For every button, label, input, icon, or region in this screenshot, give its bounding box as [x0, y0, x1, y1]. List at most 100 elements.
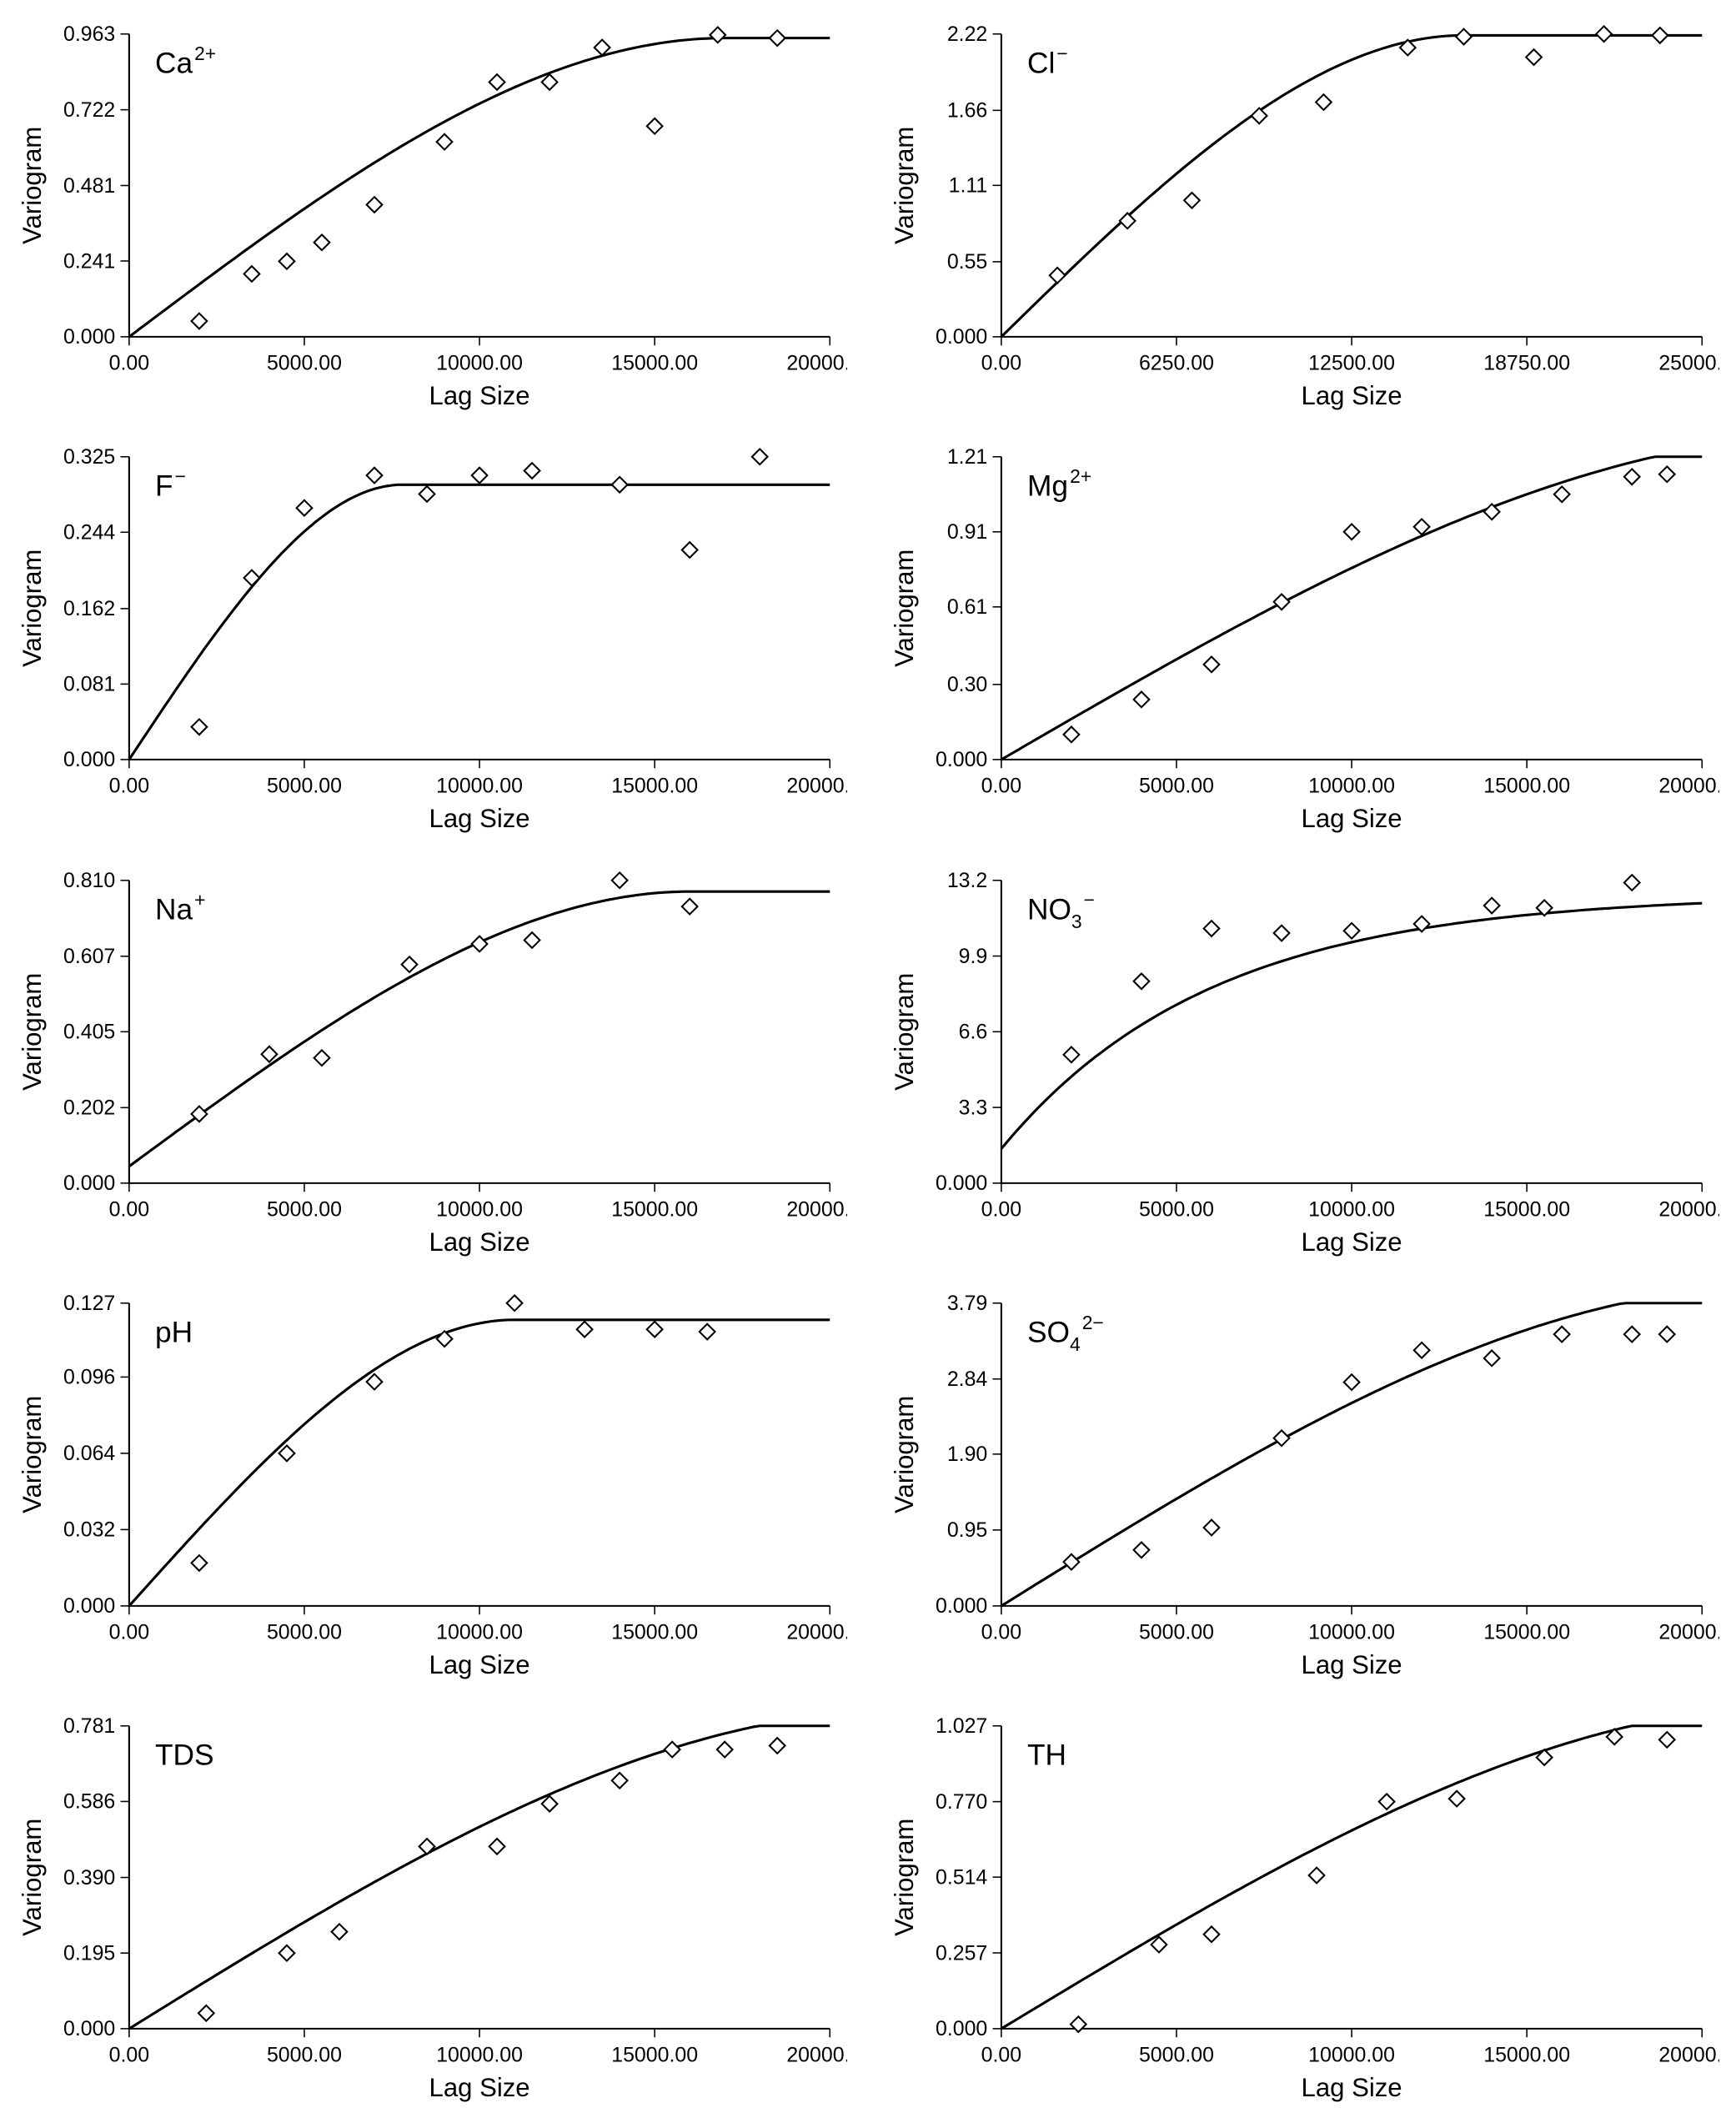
- panel-label: Ca2+: [155, 43, 216, 80]
- data-point: [419, 486, 435, 502]
- x-tick-label: 20000.00: [786, 2043, 847, 2066]
- data-point: [612, 872, 628, 888]
- data-point: [198, 2005, 214, 2021]
- fit-curve: [1001, 1303, 1702, 1606]
- x-tick-label: 0.00: [981, 1197, 1021, 1221]
- x-tick-label: 5000.00: [267, 775, 342, 798]
- x-tick-label: 10000.00: [436, 775, 523, 798]
- y-tick-label: 2.22: [947, 23, 987, 46]
- axes: [1001, 1726, 1702, 2029]
- data-point: [489, 1839, 505, 1854]
- data-point: [542, 74, 558, 90]
- x-axis-title: Lag Size: [1302, 381, 1402, 410]
- axes: [129, 1726, 830, 2029]
- y-tick-label: 0.000: [936, 748, 987, 771]
- x-axis-title: Lag Size: [429, 2073, 530, 2102]
- x-tick-label: 15000.00: [1483, 2043, 1570, 2066]
- y-tick-label: 1.21: [947, 445, 987, 469]
- data-point: [472, 936, 488, 951]
- data-point: [1554, 487, 1570, 503]
- x-tick-label: 15000.00: [611, 775, 698, 798]
- y-axis-title: Variogram: [890, 127, 919, 244]
- data-point: [710, 28, 725, 43]
- y-axis-title: Variogram: [18, 127, 47, 244]
- data-point: [1064, 1046, 1080, 1062]
- x-tick-label: 15000.00: [611, 1197, 698, 1221]
- panel-wrap-tds: 0.005000.0010000.0015000.0020000.000.000…: [17, 1709, 847, 2106]
- y-tick-label: 0.722: [63, 98, 115, 122]
- y-tick-label: 0.244: [63, 521, 115, 545]
- data-point: [1344, 922, 1360, 938]
- data-point: [752, 449, 768, 465]
- x-tick-label: 5000.00: [1139, 1197, 1214, 1221]
- y-tick-label: 3.79: [947, 1292, 987, 1315]
- data-point: [1449, 1791, 1465, 1807]
- data-point: [1274, 595, 1290, 610]
- data-point: [1484, 897, 1500, 913]
- data-point: [1204, 1926, 1220, 1942]
- data-point: [1624, 875, 1640, 891]
- x-axis-title: Lag Size: [429, 1650, 530, 1679]
- y-tick-label: 3.3: [959, 1096, 988, 1119]
- data-point: [1554, 1327, 1570, 1343]
- panel-wrap-th: 0.005000.0010000.0015000.0020000.000.000…: [889, 1709, 1719, 2106]
- panel-label: TDS: [155, 1739, 214, 1771]
- x-axis-title: Lag Size: [1302, 1227, 1402, 1256]
- data-point: [647, 1322, 663, 1338]
- axes: [129, 880, 830, 1182]
- x-tick-label: 15000.00: [611, 1620, 698, 1644]
- variogram-panel-tds: 0.005000.0010000.0015000.0020000.000.000…: [17, 1709, 847, 2106]
- variogram-panel-f: 0.005000.0010000.0015000.0020000.000.000…: [17, 439, 847, 837]
- panel-wrap-cl: 0.006250.0012500.0018750.0025000.000.000…: [889, 17, 1719, 414]
- y-tick-label: 0.000: [63, 2017, 115, 2040]
- y-tick-label: 0.195: [63, 1942, 115, 1965]
- x-tick-label: 15000.00: [611, 351, 698, 374]
- y-axis-title: Variogram: [890, 1819, 919, 1936]
- x-tick-label: 15000.00: [1483, 1197, 1570, 1221]
- data-point: [279, 1445, 295, 1461]
- y-axis-title: Variogram: [890, 1395, 919, 1513]
- data-point: [367, 468, 383, 484]
- variogram-panel-mg: 0.005000.0010000.0015000.0020000.000.000…: [889, 439, 1719, 837]
- data-point: [279, 1945, 295, 1961]
- panel-wrap-na: 0.005000.0010000.0015000.0020000.000.000…: [17, 863, 847, 1261]
- fit-curve: [129, 891, 830, 1167]
- x-tick-label: 0.00: [109, 2043, 149, 2066]
- y-tick-label: 0.963: [63, 23, 115, 46]
- data-point: [1624, 469, 1640, 485]
- panel-label: Na+: [155, 888, 205, 926]
- y-tick-label: 0.000: [936, 1172, 987, 1195]
- variogram-panel-so4: 0.005000.0010000.0015000.0020000.000.000…: [889, 1286, 1719, 1684]
- x-tick-label: 10000.00: [1308, 1620, 1395, 1644]
- data-point: [1659, 1732, 1675, 1748]
- data-point: [1134, 692, 1150, 708]
- fit-curve: [1001, 457, 1702, 760]
- panel-wrap-ca: 0.005000.0010000.0015000.0020000.000.000…: [17, 17, 847, 414]
- y-tick-label: 0.064: [63, 1442, 115, 1465]
- data-point: [507, 1295, 523, 1311]
- y-tick-label: 0.770: [936, 1790, 987, 1814]
- panel-label: Mg2+: [1027, 465, 1091, 503]
- x-tick-label: 15000.00: [1483, 775, 1570, 798]
- y-tick-label: 0.91: [947, 520, 987, 544]
- panel-wrap-so4: 0.005000.0010000.0015000.0020000.000.000…: [889, 1286, 1719, 1684]
- y-axis-title: Variogram: [18, 1395, 47, 1513]
- axes: [129, 34, 830, 337]
- x-tick-label: 0.00: [109, 351, 149, 374]
- x-tick-label: 25000.00: [1658, 351, 1719, 374]
- axes: [1001, 457, 1702, 760]
- data-point: [1274, 925, 1290, 941]
- data-point: [770, 1738, 785, 1754]
- x-tick-label: 0.00: [109, 1620, 149, 1644]
- data-point: [682, 898, 698, 914]
- y-tick-label: 0.000: [936, 2017, 987, 2040]
- y-tick-label: 0.202: [63, 1096, 115, 1119]
- x-tick-label: 5000.00: [267, 1197, 342, 1221]
- y-tick-label: 0.390: [63, 1866, 115, 1890]
- panel-label: SO42−: [1027, 1312, 1104, 1355]
- data-point: [244, 570, 260, 586]
- x-tick-label: 10000.00: [436, 2043, 523, 2066]
- y-tick-label: 1.66: [947, 99, 987, 123]
- data-point: [437, 134, 453, 150]
- data-point: [524, 932, 540, 948]
